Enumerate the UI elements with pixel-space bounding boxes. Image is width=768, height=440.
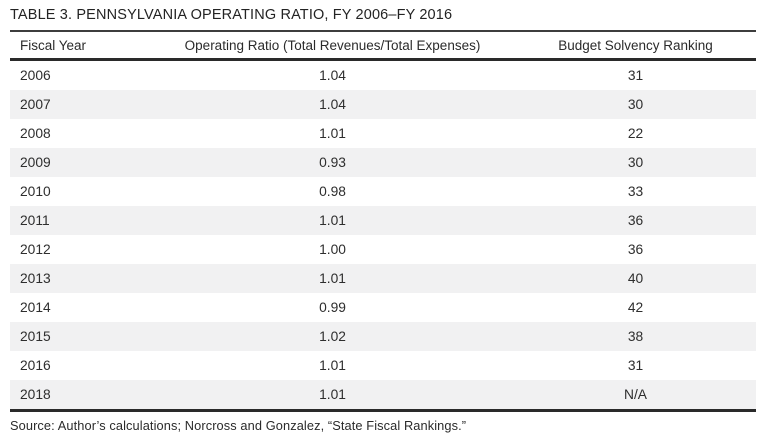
cell-ranking: 36 [627, 213, 644, 228]
source-note: Source: Author’s calculations; Norcross … [10, 418, 467, 433]
table-row: 2013 1.01 40 [10, 264, 756, 293]
cell-ranking: 38 [627, 329, 644, 344]
cell-ranking: 33 [627, 184, 644, 199]
cell-ranking: N/A [624, 387, 647, 402]
cell-year: 2011 [20, 213, 50, 228]
cell-ratio: 1.00 [319, 242, 346, 257]
cell-ranking: 22 [627, 126, 644, 141]
cell-year: 2015 [20, 329, 51, 344]
table-row: 2018 1.01 N/A [10, 380, 756, 409]
table-row: 2016 1.01 31 [10, 351, 756, 380]
cell-year: 2013 [20, 271, 51, 286]
title-divider-rule [10, 30, 756, 32]
cell-year: 2006 [20, 68, 51, 83]
table-header-row: Fiscal Year Operating Ratio (Total Reven… [10, 32, 756, 58]
table-row: 2011 1.01 36 [10, 206, 756, 235]
cell-ranking: 30 [627, 97, 644, 112]
cell-ratio: 1.01 [319, 213, 346, 228]
table-body: 2006 1.04 31 2007 1.04 30 2008 1.01 22 2009 0.93 30… [10, 61, 756, 409]
cell-ratio: 1.01 [319, 358, 346, 373]
cell-ratio: 1.04 [319, 68, 346, 83]
table-row: 2010 0.98 33 [10, 177, 756, 206]
table-row: 2015 1.02 38 [10, 322, 756, 351]
table-row: 2012 1.00 36 [10, 235, 756, 264]
cell-ranking: 40 [627, 271, 644, 286]
cell-year: 2007 [20, 97, 51, 112]
cell-year: 2009 [20, 155, 51, 170]
cell-year: 2012 [20, 242, 51, 257]
cell-ranking: 31 [627, 358, 644, 373]
cell-ratio: 1.01 [319, 271, 346, 286]
table-row: 2008 1.01 22 [10, 119, 756, 148]
cell-year: 2016 [20, 358, 51, 373]
header-rule [10, 58, 756, 61]
table-row: 2014 0.99 42 [10, 293, 756, 322]
cell-ranking: 36 [627, 242, 644, 257]
cell-ratio: 0.98 [319, 184, 346, 199]
table-bottom-rule [10, 409, 756, 412]
cell-year: 2008 [20, 126, 51, 141]
cell-ranking: 30 [627, 155, 644, 170]
cell-ratio: 1.02 [319, 329, 346, 344]
table-title: TABLE 3. PENNSYLVANIA OPERATING RATIO, F… [10, 7, 453, 23]
column-header-operating-ratio: Operating Ratio (Total Revenues/Total Ex… [184, 37, 481, 53]
cell-ranking: 42 [627, 300, 644, 315]
column-header-fiscal-year: Fiscal Year [20, 37, 87, 53]
cell-ratio: 1.01 [319, 387, 346, 402]
cell-year: 2010 [20, 184, 51, 199]
table-row: 2006 1.04 31 [10, 61, 756, 90]
column-header-budget-solvency-ranking: Budget Solvency Ranking [558, 37, 713, 53]
cell-ranking: 31 [627, 68, 644, 83]
cell-ratio: 0.99 [319, 300, 346, 315]
cell-year: 2014 [20, 300, 51, 315]
cell-ratio: 1.04 [319, 97, 346, 112]
table-row: 2009 0.93 30 [10, 148, 756, 177]
cell-ratio: 0.93 [319, 155, 346, 170]
table-row: 2007 1.04 30 [10, 90, 756, 119]
cell-year: 2018 [20, 387, 51, 402]
data-table: Fiscal Year Operating Ratio (Total Reven… [10, 30, 756, 412]
cell-ratio: 1.01 [319, 126, 346, 141]
